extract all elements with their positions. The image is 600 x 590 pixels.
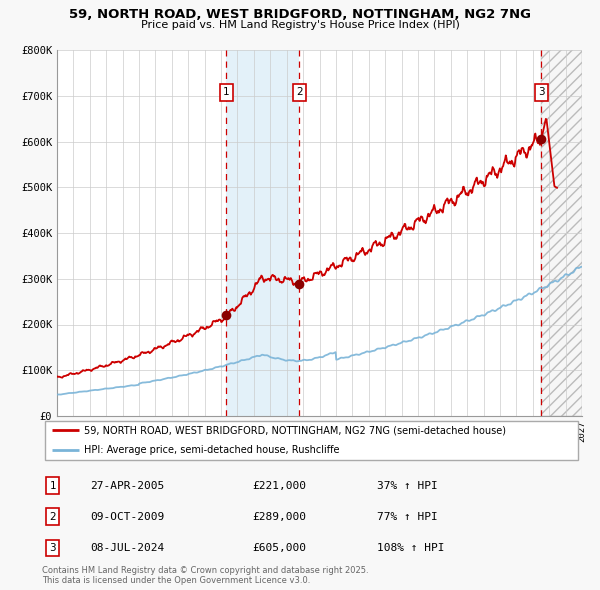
Text: 1: 1 bbox=[49, 481, 56, 490]
Text: 3: 3 bbox=[538, 87, 545, 97]
Text: 08-JUL-2024: 08-JUL-2024 bbox=[91, 543, 165, 553]
Text: Price paid vs. HM Land Registry's House Price Index (HPI): Price paid vs. HM Land Registry's House … bbox=[140, 20, 460, 30]
Text: 1: 1 bbox=[223, 87, 230, 97]
Bar bbox=[541, 50, 582, 416]
Text: 2: 2 bbox=[296, 87, 302, 97]
Text: 77% ↑ HPI: 77% ↑ HPI bbox=[377, 512, 437, 522]
Text: 2: 2 bbox=[49, 512, 56, 522]
Text: 108% ↑ HPI: 108% ↑ HPI bbox=[377, 543, 444, 553]
Text: HPI: Average price, semi-detached house, Rushcliffe: HPI: Average price, semi-detached house,… bbox=[84, 445, 340, 455]
Text: £289,000: £289,000 bbox=[253, 512, 307, 522]
Text: 3: 3 bbox=[49, 543, 56, 553]
FancyBboxPatch shape bbox=[45, 421, 578, 460]
Text: 59, NORTH ROAD, WEST BRIDGFORD, NOTTINGHAM, NG2 7NG (semi-detached house): 59, NORTH ROAD, WEST BRIDGFORD, NOTTINGH… bbox=[84, 425, 506, 435]
Text: Contains HM Land Registry data © Crown copyright and database right 2025.
This d: Contains HM Land Registry data © Crown c… bbox=[42, 566, 368, 585]
Text: 09-OCT-2009: 09-OCT-2009 bbox=[91, 512, 165, 522]
Text: £221,000: £221,000 bbox=[253, 481, 307, 490]
Text: £605,000: £605,000 bbox=[253, 543, 307, 553]
Bar bbox=[541, 50, 582, 416]
Bar bbox=[226, 50, 299, 416]
Text: 59, NORTH ROAD, WEST BRIDGFORD, NOTTINGHAM, NG2 7NG: 59, NORTH ROAD, WEST BRIDGFORD, NOTTINGH… bbox=[69, 8, 531, 21]
Text: 37% ↑ HPI: 37% ↑ HPI bbox=[377, 481, 437, 490]
Text: 27-APR-2005: 27-APR-2005 bbox=[91, 481, 165, 490]
